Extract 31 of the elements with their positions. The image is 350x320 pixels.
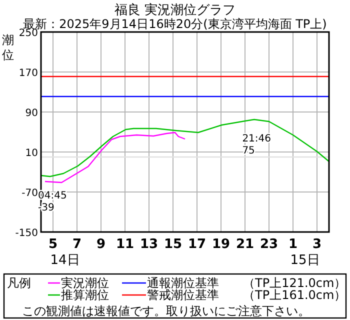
- xtick: 7: [72, 237, 82, 252]
- ylabel: 位: [2, 48, 14, 62]
- legend-title: 凡例: [7, 276, 31, 290]
- xtick: 21: [236, 237, 254, 252]
- xtick: 19: [212, 237, 230, 252]
- day-label: 14日: [50, 253, 80, 268]
- xtick: 5: [48, 237, 58, 252]
- legend-label: 推算潮位: [61, 288, 109, 302]
- ylabel: 潮: [2, 33, 14, 47]
- xtick: 11: [116, 237, 134, 252]
- legend-label: 警戒潮位基準 （TP上161.0cm）: [147, 288, 346, 302]
- note: この観測値は速報値です。取り扱いにご注意下さい。: [22, 304, 310, 318]
- xtick: 17: [188, 237, 206, 252]
- annotation: 21:46: [242, 134, 272, 144]
- ytick: 10: [25, 148, 38, 159]
- xtick: 9: [96, 237, 106, 252]
- title: 福良 実況潮位グラフ: [114, 3, 236, 18]
- xtick: 1: [288, 237, 298, 252]
- ytick: 90: [25, 108, 38, 119]
- ytick: 170: [18, 68, 38, 79]
- day-label: 15日: [290, 253, 320, 268]
- ytick: 250: [18, 28, 38, 39]
- legend-label: 実況潮位: [61, 276, 109, 290]
- xtick: 13: [140, 237, 158, 252]
- xtick: 15: [164, 237, 182, 252]
- ytick: -70: [22, 188, 38, 199]
- ytick: -150: [15, 228, 38, 239]
- xtick: 3: [312, 237, 322, 252]
- xtick: 23: [260, 237, 278, 252]
- legend-label: 通報潮位基準 （TP上121.0cm）: [147, 276, 346, 290]
- annotation: 75: [242, 146, 255, 156]
